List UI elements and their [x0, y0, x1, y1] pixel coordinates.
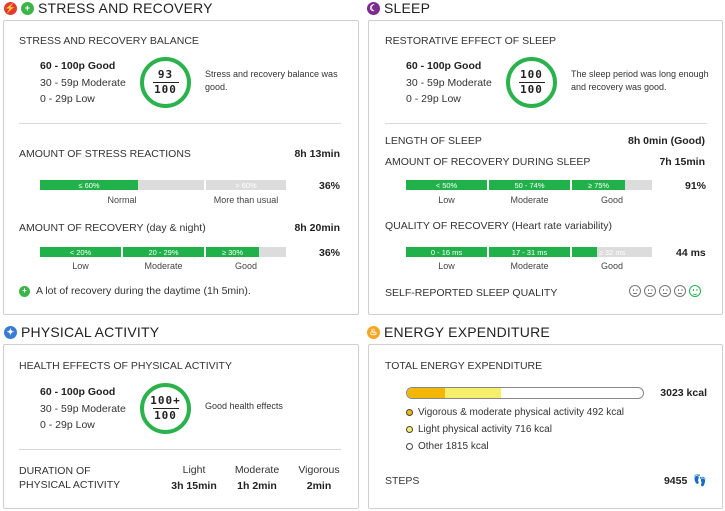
recovery-bar-good-rest — [259, 247, 286, 257]
recovery-cap-good: Good — [234, 261, 258, 271]
stress-scale: 60 - 100p Good 30 - 59p Moderate 0 - 29p… — [40, 60, 126, 105]
flame-icon: ♨ — [367, 325, 380, 339]
recovery-bar-good-fill: ≥ 30% — [206, 247, 259, 257]
divider — [385, 123, 707, 124]
sleep-length-label: LENGTH OF SLEEP — [385, 135, 482, 147]
energy-bar-light — [445, 388, 502, 398]
divider — [19, 123, 341, 124]
recovery-cap-low: Low — [72, 261, 89, 271]
total-energy-heading: TOTAL ENERGY EXPENDITURE — [385, 360, 543, 372]
recovery-percent: 36% — [319, 247, 341, 259]
balance-heading: STRESS AND RECOVERY BALANCE — [19, 35, 199, 47]
sad-face-icon[interactable] — [644, 285, 656, 297]
sleep-recovery-cap-moderate: Moderate — [510, 195, 549, 205]
legend-dot-light — [406, 426, 413, 433]
neutral-face-icon[interactable] — [659, 285, 671, 297]
recovery-tip: + A lot of recovery during the daytime (… — [19, 285, 251, 297]
steps-value: 9455 — [663, 474, 688, 487]
very-happy-face-icon[interactable] — [689, 285, 701, 297]
hrv-bar-good-fill — [572, 247, 597, 257]
total-energy-value: 3023 kcal — [660, 387, 707, 399]
legend-other: Other 1815 kcal — [406, 441, 489, 452]
hrv-value: 44 ms — [676, 247, 706, 259]
happy-face-icon[interactable] — [674, 285, 686, 297]
stress-cap-high: More than usual — [213, 195, 279, 205]
plus-icon: + — [19, 285, 30, 297]
sleep-recovery-bar-good-rest — [625, 180, 652, 190]
duration-label: DURATION OF PHYSICAL ACTIVITY — [19, 465, 121, 491]
hrv-bar-low: 0 - 16 ms — [406, 247, 487, 257]
plus-icon: + — [21, 1, 34, 15]
sleep-score-ring: 100 100 — [506, 57, 557, 108]
hrv-cap-good: Good — [600, 261, 624, 271]
sleep-recovery-percent: 91% — [685, 180, 707, 192]
stress-reactions-label: AMOUNT OF STRESS REACTIONS — [19, 148, 191, 160]
hrv-label: QUALITY OF RECOVERY (Heart rate variabil… — [385, 220, 612, 232]
stress-score-ring: 93 100 — [140, 57, 191, 108]
sleep-length-value: 8h 0min (Good) — [628, 135, 705, 147]
health-effects-heading: HEALTH EFFECTS OF PHYSICAL ACTIVITY — [19, 360, 232, 372]
recovery-label: AMOUNT OF RECOVERY (day & night) — [19, 222, 206, 234]
stress-bar-normal-remainder — [138, 180, 204, 190]
sleep-recovery-value: 7h 15min — [659, 156, 705, 168]
stress-cap-normal: Normal — [107, 195, 137, 205]
activity-col-light: Light 3h 15min — [171, 464, 217, 492]
sleep-section-title: ☾ SLEEP — [367, 0, 430, 16]
lightning-icon: ⚡ — [4, 1, 17, 15]
stress-score-note: Stress and recovery balance was good. — [205, 69, 338, 92]
activity-section-title: ✦ PHYSICAL ACTIVITY — [4, 324, 159, 340]
legend-dot-other — [406, 443, 413, 450]
stress-section-title: ⚡ + STRESS AND RECOVERY — [4, 0, 213, 16]
hrv-cap-moderate: Moderate — [510, 261, 549, 271]
activity-scale: 60 - 100p Good 30 - 59p Moderate 0 - 29p… — [40, 386, 126, 431]
legend-dot-vigorous — [406, 409, 413, 416]
stress-reactions-value: 8h 13min — [294, 148, 340, 160]
legend-light: Light physical activity 716 kcal — [406, 424, 552, 435]
divider — [19, 449, 341, 450]
steps-value-group: 9455 👣 — [663, 474, 707, 488]
recovery-bar-low: < 20% — [40, 247, 121, 257]
sleep-recovery-cap-good: Good — [600, 195, 624, 205]
recovery-bar-moderate: 20 - 29% — [123, 247, 204, 257]
self-reported-label: SELF-REPORTED SLEEP QUALITY — [385, 287, 558, 299]
very-sad-face-icon[interactable] — [629, 285, 641, 297]
sleep-recovery-bar-moderate: 50 - 74% — [489, 180, 570, 190]
energy-section-title: ♨ ENERGY EXPENDITURE — [367, 324, 550, 340]
sleep-recovery-bar-low: < 50% — [406, 180, 487, 190]
stress-bar-high: > 60% — [206, 180, 286, 190]
footprints-icon: 👣 — [693, 475, 707, 487]
hrv-cap-low: Low — [438, 261, 455, 271]
sleep-recovery-label: AMOUNT OF RECOVERY DURING SLEEP — [385, 156, 591, 168]
activity-col-moderate: Moderate 1h 2min — [234, 464, 280, 492]
moon-icon: ☾ — [367, 1, 380, 15]
recovery-value: 8h 20min — [294, 222, 340, 234]
activity-score-ring: 100+ 100 — [140, 383, 191, 434]
legend-vigorous: Vigorous & moderate physical activity 49… — [406, 407, 624, 418]
hrv-bar-good-rest — [597, 247, 652, 257]
sleep-quality-rating[interactable] — [626, 285, 701, 297]
sleep-recovery-bar-good-fill: ≥ 75% — [572, 180, 625, 190]
energy-panel — [368, 344, 723, 509]
hrv-bar-moderate: 17 - 31 ms — [489, 247, 570, 257]
stress-bar-normal: ≤ 60% — [40, 180, 138, 190]
recovery-cap-moderate: Moderate — [144, 261, 183, 271]
sleep-scale: 60 - 100p Good 30 - 59p Moderate 0 - 29p… — [406, 60, 492, 105]
energy-bar — [406, 387, 644, 399]
steps-label: STEPS — [385, 475, 420, 487]
energy-bar-vigorous — [407, 388, 446, 398]
restorative-heading: RESTORATIVE EFFECT OF SLEEP — [385, 35, 556, 47]
stress-percent: 36% — [319, 180, 341, 192]
running-person-icon: ✦ — [4, 325, 17, 339]
activity-col-vigorous: Vigorous 2min — [298, 464, 340, 492]
sleep-recovery-cap-low: Low — [438, 195, 455, 205]
activity-score-note: Good health effects — [205, 401, 283, 411]
hrv-bar-good-label: ≥ 32 ms — [598, 247, 626, 257]
sleep-score-note: The sleep period was long enough and rec… — [571, 69, 709, 92]
